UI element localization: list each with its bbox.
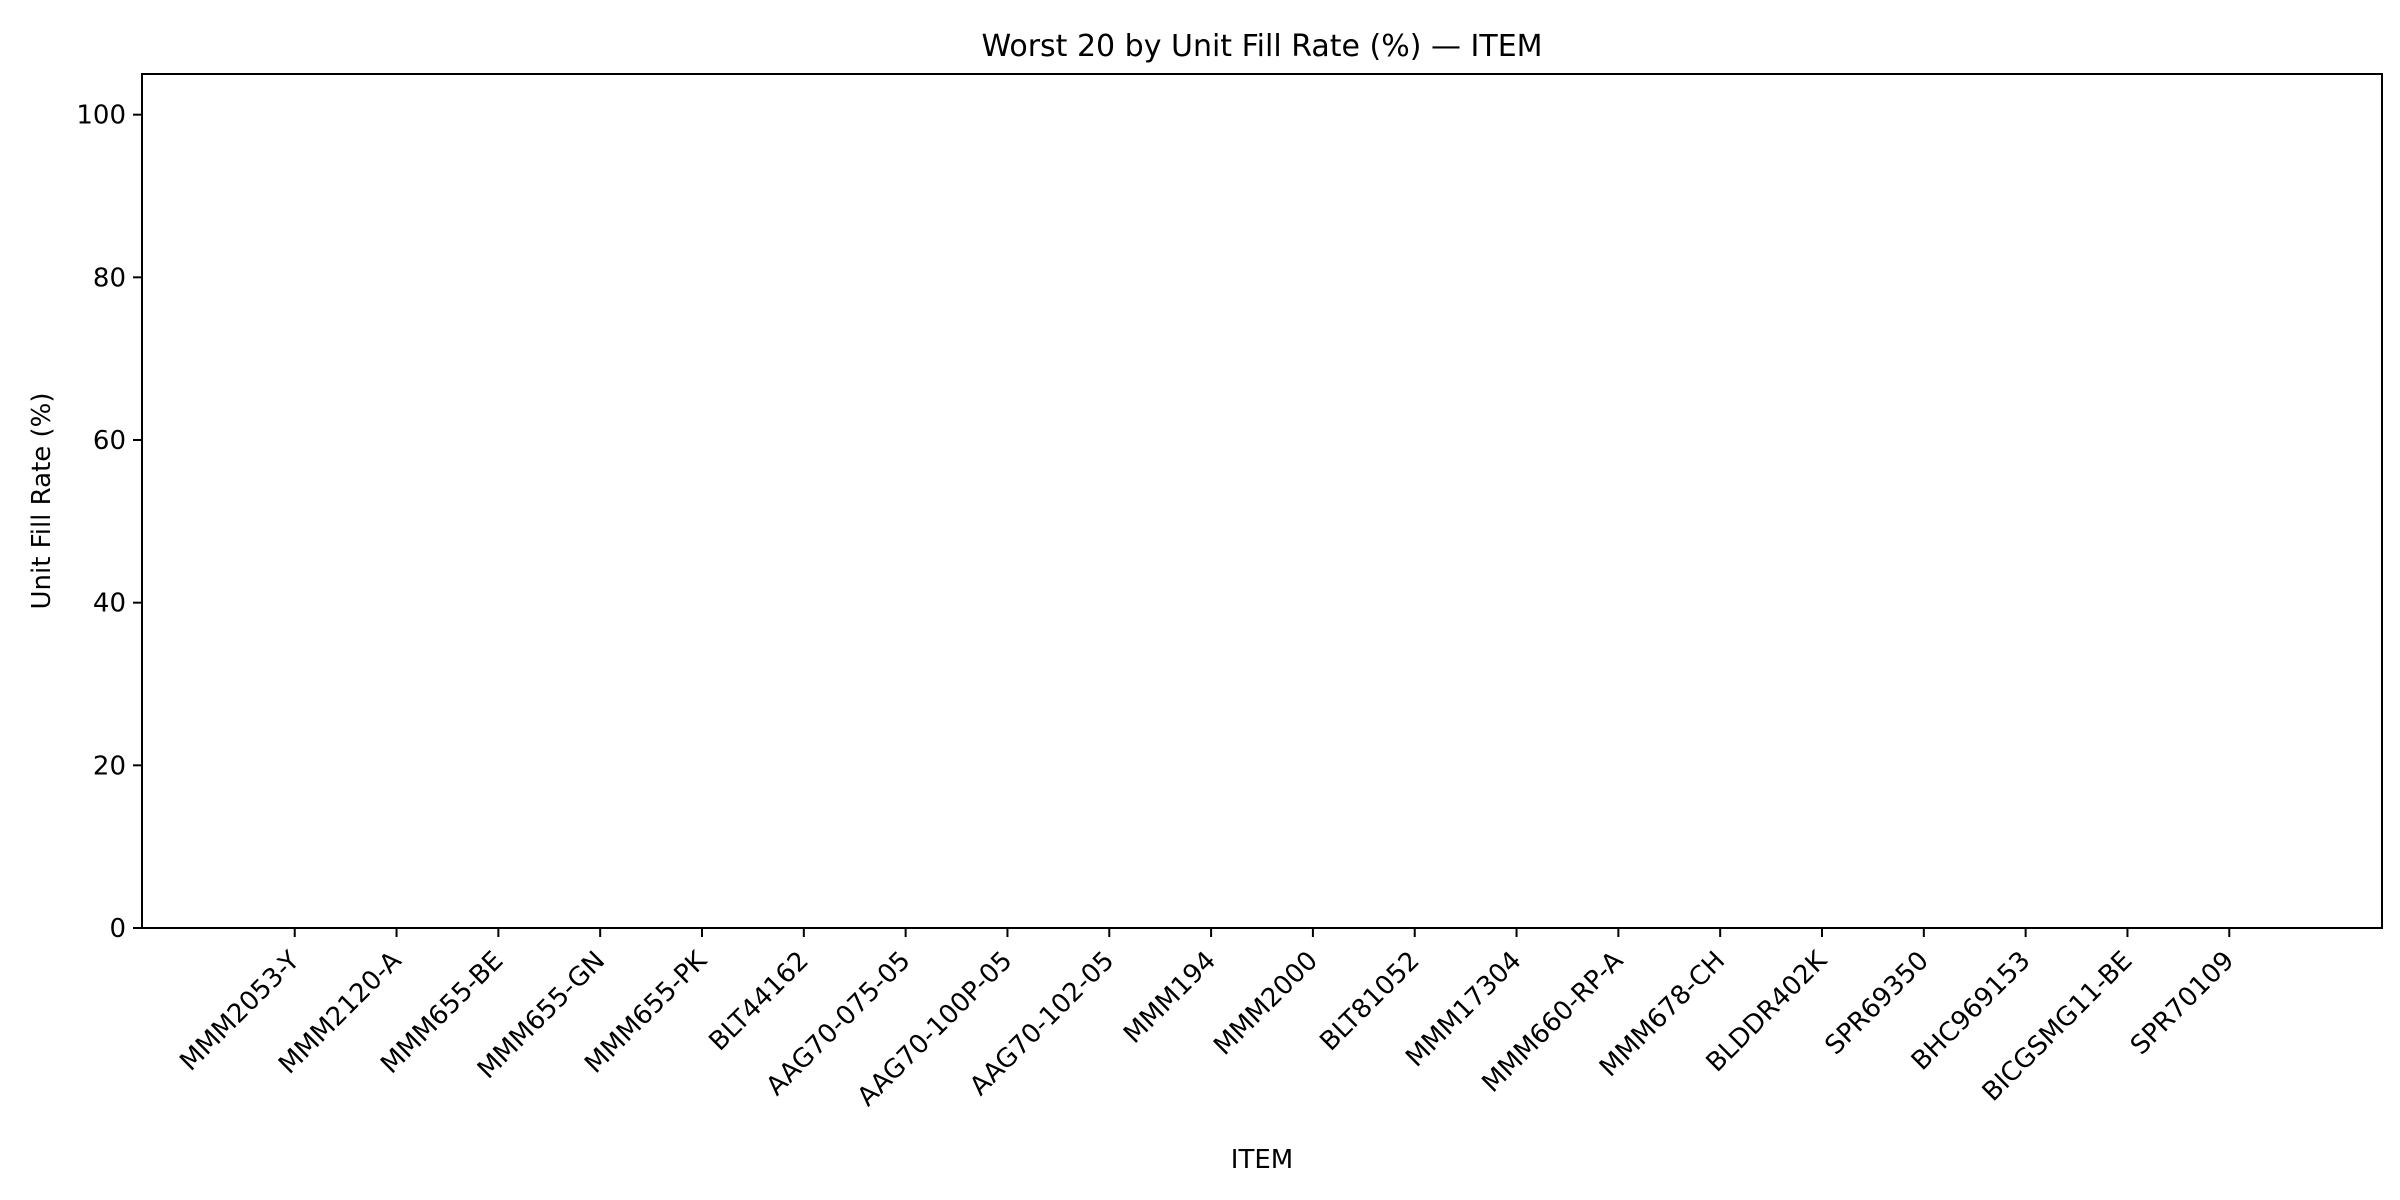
x-tick-label: BLT81052 bbox=[1314, 946, 1425, 1057]
y-tick-label: 60 bbox=[93, 426, 126, 456]
x-axis: MMM2053-YMMM2120-AMMM655-BEMMM655-GNMMM6… bbox=[174, 928, 2240, 1112]
x-tick-label: MMM2000 bbox=[1208, 946, 1324, 1062]
x-tick-label: SPR70109 bbox=[2125, 946, 2240, 1061]
plot-frame bbox=[141, 73, 2383, 929]
y-tick-label: 80 bbox=[93, 263, 126, 293]
y-tick-label: 40 bbox=[93, 589, 126, 619]
y-axis-label: Unit Fill Rate (%) bbox=[27, 392, 57, 609]
x-axis-label: ITEM bbox=[1231, 1145, 1293, 1175]
x-tick-label: MMM194 bbox=[1118, 946, 1222, 1050]
y-tick-label: 100 bbox=[76, 101, 126, 131]
y-tick-label: 20 bbox=[93, 751, 126, 781]
y-tick-label: 0 bbox=[109, 914, 126, 944]
chart-title: Worst 20 by Unit Fill Rate (%) — ITEM bbox=[981, 29, 1542, 64]
y-axis: 0 20 40 60 80 100 bbox=[76, 101, 142, 944]
x-tick-label: BLT44162 bbox=[704, 946, 815, 1057]
